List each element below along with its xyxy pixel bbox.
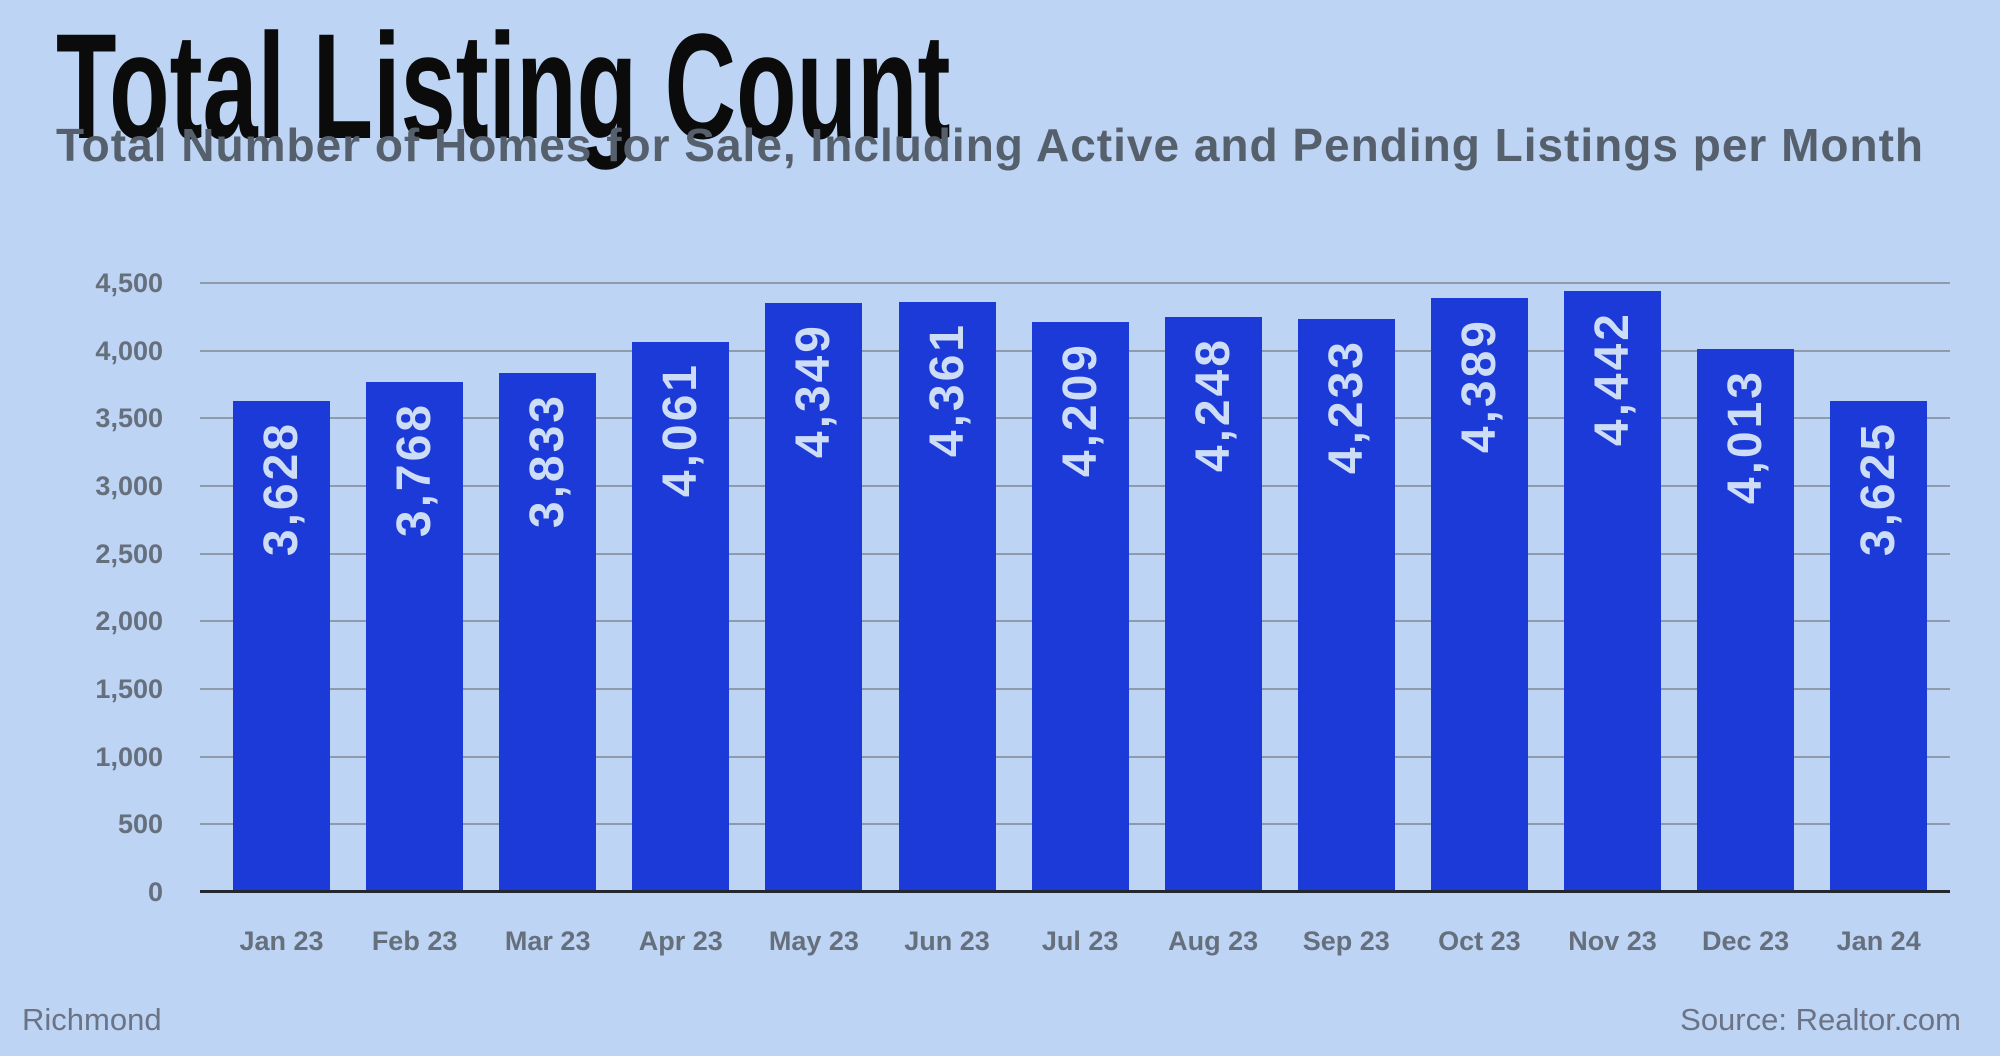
- bar-value-label: 3,768: [388, 402, 442, 538]
- bar-value-label: 4,361: [920, 321, 974, 457]
- y-axis-tick-label: 4,500: [95, 268, 163, 298]
- bar: 3,768: [366, 382, 464, 892]
- bar-value-label: 4,013: [1719, 368, 1773, 505]
- bar-value-label: 3,833: [521, 393, 575, 529]
- x-axis-tick-label: Jun 23: [904, 926, 990, 956]
- x-axis-tick-label: Nov 23: [1568, 926, 1657, 956]
- bar-value-label: 4,349: [787, 323, 841, 459]
- x-axis-tick-label: Feb 23: [371, 926, 458, 956]
- y-axis-tick-label: 2,000: [95, 606, 163, 637]
- bar: 4,061: [632, 342, 730, 892]
- footer-region-label: Richmond: [22, 1002, 162, 1037]
- bar-value-label: 4,442: [1586, 310, 1639, 446]
- x-axis-tick-label: Apr 23: [638, 926, 723, 956]
- bar-value-label: 4,209: [1053, 342, 1107, 478]
- y-axis-tick-label: 1,500: [95, 674, 163, 704]
- bar: 3,628: [233, 401, 330, 892]
- bar: 4,233: [1297, 319, 1395, 892]
- bar: 4,361: [898, 301, 996, 892]
- footer-source-label: Source: Realtor.com: [1680, 1002, 1961, 1037]
- x-axis-tick-label: Jan 24: [1836, 926, 1921, 956]
- y-axis-tick-label: 500: [117, 809, 163, 840]
- bar-value-label: 4,389: [1452, 318, 1506, 454]
- y-axis-tick-label: 2,500: [95, 538, 163, 569]
- x-axis-tick-label: Oct 23: [1438, 926, 1521, 956]
- y-axis-tick-label: 3,500: [95, 403, 163, 434]
- y-axis-tick-label: 1,000: [95, 741, 163, 772]
- x-axis-tick-label: Sep 23: [1302, 926, 1390, 956]
- bar-value-label: 3,628: [255, 421, 308, 557]
- y-axis-tick-label: 3,000: [95, 471, 163, 501]
- bar-value-label: 4,233: [1319, 339, 1373, 475]
- bar: 4,209: [1031, 322, 1129, 892]
- x-axis-line: [200, 890, 1950, 893]
- gridline: [200, 282, 1950, 284]
- bar: 4,442: [1564, 290, 1661, 892]
- y-axis-tick-label: 0: [147, 877, 163, 907]
- bar: 4,349: [765, 303, 863, 892]
- x-axis-tick-label: May 23: [768, 926, 859, 956]
- x-axis-tick-label: Jan 23: [239, 926, 324, 956]
- bar-value-label: 4,061: [654, 362, 708, 498]
- bar-value-label: 3,625: [1852, 421, 1906, 557]
- bar-value-label: 4,248: [1186, 337, 1240, 473]
- bar: 3,833: [499, 373, 597, 892]
- x-axis-tick-label: Dec 23: [1702, 926, 1790, 956]
- chart-title: Total Listing Count: [56, 2, 951, 170]
- chart-subtitle: Total Number of Homes for Sale, Includin…: [56, 119, 1925, 171]
- y-axis-tick-label: 4,000: [95, 335, 163, 366]
- x-axis-tick-label: Aug 23: [1168, 926, 1259, 956]
- x-axis-tick-label: Mar 23: [504, 926, 591, 956]
- bar: 3,625: [1830, 401, 1928, 892]
- bar: 4,013: [1697, 348, 1795, 892]
- bar: 4,248: [1164, 317, 1262, 892]
- x-axis-tick-label: Jul 23: [1041, 926, 1119, 956]
- bar: 4,389: [1430, 298, 1528, 892]
